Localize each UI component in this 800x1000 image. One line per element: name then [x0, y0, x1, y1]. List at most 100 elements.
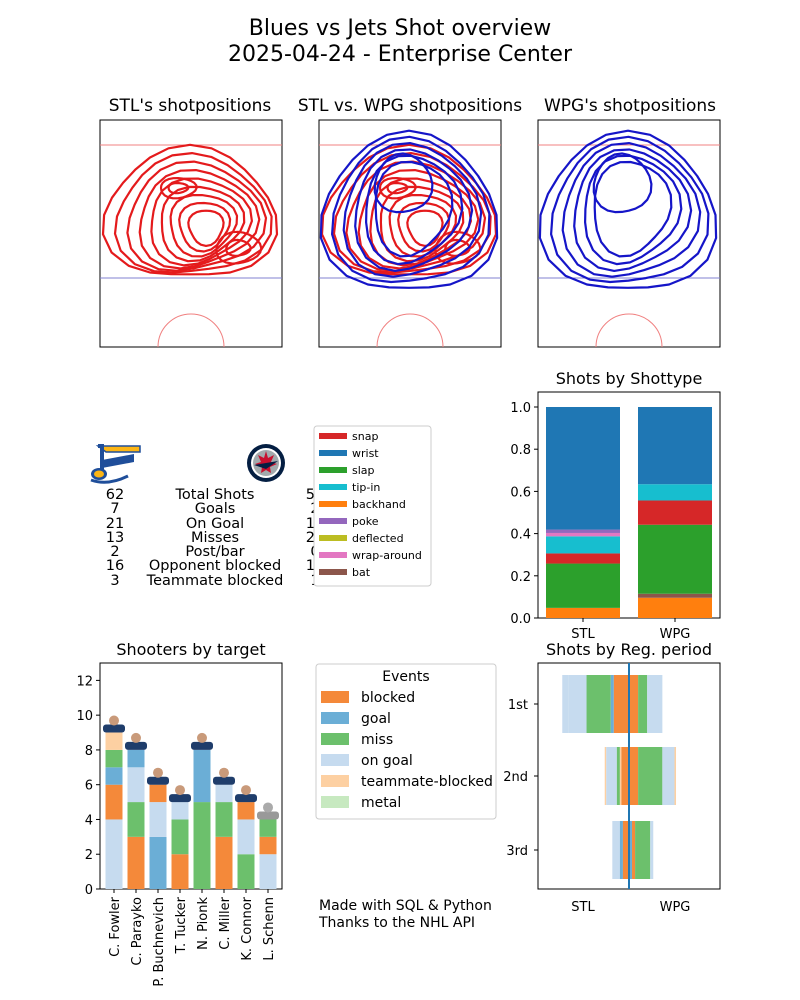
rink-title-wpg: WPG's shotpositions	[543, 96, 717, 116]
jet-silhouette	[254, 461, 278, 469]
y-tick-label: 6	[85, 779, 93, 794]
headshot-shoulders	[213, 776, 235, 785]
segment-on-goal	[650, 821, 654, 879]
bar-blocked	[237, 802, 255, 820]
headshot-shoulders	[191, 741, 213, 750]
contour-line-1	[332, 152, 492, 274]
contour-line-4	[150, 177, 253, 267]
y-tick-label: 1.0	[510, 401, 531, 416]
headshot-face	[197, 732, 207, 743]
contour-line-3	[573, 148, 693, 272]
contour-line-11	[159, 177, 198, 200]
legend-swatch-miss	[321, 733, 349, 745]
segment-miss	[638, 675, 648, 733]
headshot-face	[109, 715, 119, 726]
bar-blocked	[105, 784, 123, 820]
legend-label-poke: poke	[352, 515, 379, 528]
x-tick-label: L. Schenn	[262, 897, 277, 961]
charts-area: Shots by Shottype 0.0 0.2 0.4 0.6 0.8 1.0 STL WP…	[76, 369, 721, 987]
segment-blocked	[632, 821, 636, 879]
segment-teammate-blocked	[619, 747, 622, 805]
bar-backhand-WPG	[638, 597, 712, 618]
bar-blocked	[171, 854, 189, 889]
segment-on-goal	[662, 747, 675, 805]
contour-line-12	[167, 181, 190, 195]
contour-line-2	[561, 142, 702, 278]
legend-label-blocked: blocked	[361, 690, 415, 706]
rink-both	[318, 119, 502, 348]
rink-panels	[99, 119, 721, 348]
x-tick-label: STL	[571, 627, 595, 642]
bar-goal	[193, 749, 211, 803]
headshot-face	[241, 785, 251, 796]
contour-line-4	[365, 154, 464, 266]
y-tick-label: 4	[85, 813, 93, 828]
contour-line-3	[354, 148, 474, 272]
blues-logo	[90, 444, 141, 484]
shooters-chart: Shooters by target 0 2 4 6 8 10 12 C. Fowler C. P…	[76, 640, 283, 987]
bar-on-goal	[127, 767, 145, 803]
x-tick-label: K. Connor	[240, 896, 255, 960]
player-headshot-icon	[235, 785, 257, 803]
chart-title: Shots by Shottype	[556, 369, 703, 388]
y-tick-label: 0	[85, 883, 93, 898]
legend-label-metal: metal	[361, 795, 401, 811]
bar-goal	[105, 767, 123, 785]
contour-line-6	[592, 152, 653, 214]
segment-miss	[616, 747, 620, 805]
bar-miss	[171, 819, 189, 855]
bar-wrist-WPG	[638, 407, 712, 485]
legend-label-on goal: on goal	[361, 753, 413, 769]
segment-blocked	[622, 821, 629, 879]
contour-line-4	[584, 154, 683, 266]
x-tick-label: P. Buchnevich	[152, 897, 167, 987]
y-tick-label: 12	[76, 674, 93, 689]
headshot-face	[153, 767, 163, 778]
legend-swatch-blocked	[321, 691, 349, 703]
contour-line-1	[550, 135, 710, 284]
headshot-face	[175, 785, 185, 796]
x-tick-label: C. Parayko	[130, 897, 145, 966]
bar-on-goal	[171, 802, 189, 820]
legend-swatch-backhand	[319, 501, 347, 507]
legend-label-deflected: deflected	[352, 532, 404, 545]
wpg-shot-density-contours	[538, 129, 718, 289]
period-chart: Shots by Reg. period 1st 2nd 3rd STL WPG	[503, 640, 721, 915]
bar-miss	[127, 802, 145, 837]
title-line-2: 2025-04-24 - Enterprise Center	[228, 42, 572, 67]
x-tick-label: WPG	[660, 900, 691, 915]
contour-line-10	[225, 238, 252, 257]
bar-miss	[105, 749, 123, 768]
bar-wrap-around-STL	[546, 532, 620, 537]
segment-goal	[610, 675, 614, 733]
bar-teammate-blocked	[105, 732, 123, 750]
bar-on-goal	[105, 819, 123, 889]
x-tick-label: T. Tucker	[174, 896, 189, 954]
maple-leaf	[255, 451, 277, 473]
bar-on-goal	[237, 819, 255, 855]
bar-on-goal	[259, 854, 277, 889]
bar-blocked	[215, 836, 233, 889]
legend-label-tip-in: tip-in	[352, 481, 380, 494]
contour-line-2	[342, 142, 483, 278]
contour-line-0	[538, 129, 718, 289]
headshot-shoulders	[257, 811, 279, 820]
player-headshot-icon	[103, 715, 125, 733]
segment-goal	[629, 821, 633, 879]
plot-frame	[537, 391, 721, 619]
headshot-shoulders	[169, 794, 191, 803]
legend-label-backhand: backhand	[352, 498, 406, 511]
y-tick-label: 0.6	[510, 485, 531, 500]
bar-blocked	[259, 836, 277, 855]
contour-line-0	[101, 143, 279, 276]
wpg-overlay-contours	[319, 129, 499, 289]
legend-swatch-slap	[319, 467, 347, 473]
jets-logo	[247, 444, 285, 482]
y-tick-label: 2nd	[503, 770, 528, 785]
legend-swatch-metal	[321, 796, 349, 808]
bar-slap-WPG	[638, 524, 712, 594]
legend-swatch-bat	[319, 569, 347, 575]
y-tick-label: 1st	[508, 698, 528, 713]
bar-blocked	[127, 836, 145, 889]
